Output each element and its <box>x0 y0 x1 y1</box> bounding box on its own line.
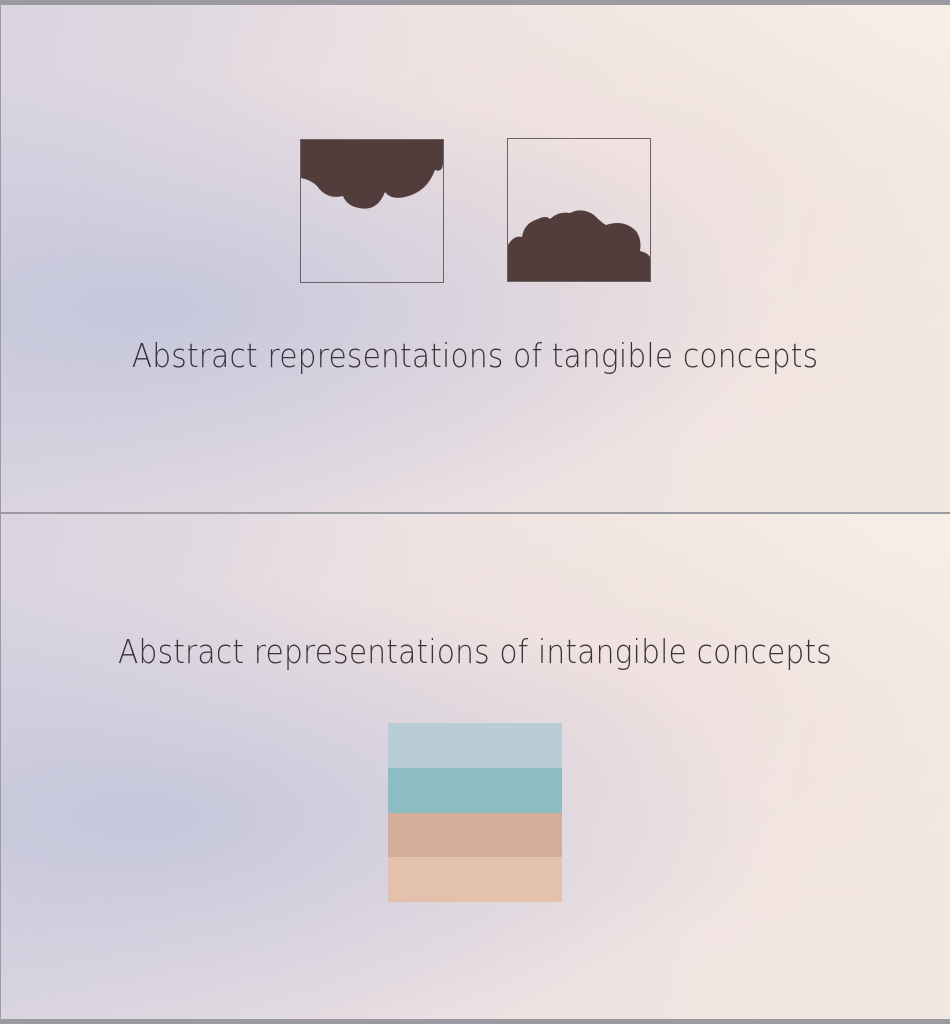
stripe-sand <box>388 812 562 858</box>
stripe-sky <box>388 723 562 768</box>
clouds-rising-icon <box>507 138 651 282</box>
clouds-hanging-icon <box>300 139 444 283</box>
stripe-sea <box>388 767 562 813</box>
stripe-shore <box>388 857 562 902</box>
caption-tangible: Abstract representations of tangible con… <box>131 336 819 375</box>
caption-intangible: Abstract representations of intangible c… <box>118 632 832 671</box>
color-stripes-swatch <box>388 723 562 902</box>
slide-tangible <box>1 5 950 512</box>
